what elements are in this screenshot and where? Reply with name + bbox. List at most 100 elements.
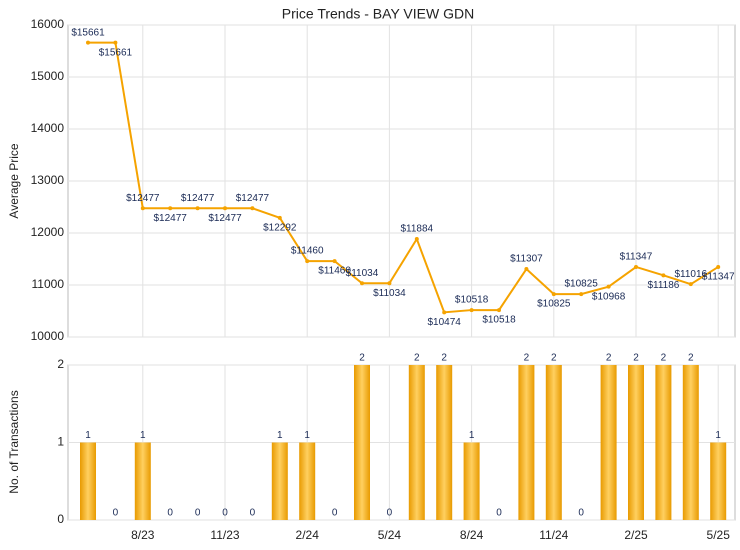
data-label: $12292 xyxy=(263,222,297,233)
point xyxy=(524,267,529,272)
data-label: 0 xyxy=(387,508,393,519)
data-label: 1 xyxy=(715,430,721,441)
y-axis-label: No. of Transactions xyxy=(7,390,21,493)
point xyxy=(551,292,556,297)
y-tick-label: 11000 xyxy=(32,277,65,291)
data-label: 0 xyxy=(222,508,228,519)
bar xyxy=(271,442,288,520)
y-tick-label: 16000 xyxy=(31,17,65,31)
data-label: 1 xyxy=(85,430,91,441)
bar xyxy=(628,365,644,520)
bar xyxy=(545,365,562,520)
point xyxy=(332,259,337,264)
data-label: 2 xyxy=(359,353,365,364)
bar xyxy=(518,365,535,520)
bar xyxy=(682,365,699,520)
bar xyxy=(436,365,453,520)
data-label: 2 xyxy=(551,353,557,364)
point xyxy=(661,273,666,278)
x-tick-label: 8/23 xyxy=(131,528,155,542)
y-tick-label: 2 xyxy=(57,357,64,371)
bar xyxy=(655,365,672,520)
x-tick-label: 11/23 xyxy=(210,528,239,542)
data-label: 0 xyxy=(332,508,338,519)
data-label: 1 xyxy=(140,430,146,441)
point xyxy=(86,40,90,45)
bar xyxy=(354,365,370,520)
point xyxy=(387,281,392,286)
data-label: 1 xyxy=(277,430,283,441)
data-label: $11034 xyxy=(346,268,379,279)
y-tick-label: 10000 xyxy=(31,329,65,343)
point xyxy=(634,264,638,269)
data-label: 2 xyxy=(441,353,447,364)
bar xyxy=(134,442,151,520)
data-label: $11884 xyxy=(400,224,433,235)
point xyxy=(716,264,721,269)
data-label: $15661 xyxy=(99,47,133,58)
bar xyxy=(463,442,480,520)
data-label: $10968 xyxy=(592,291,626,302)
data-label: 2 xyxy=(661,353,667,364)
y-tick-label: 13000 xyxy=(31,173,65,187)
data-label: $10825 xyxy=(565,279,599,290)
bar xyxy=(299,442,316,520)
point xyxy=(497,308,501,313)
data-label: $11016 xyxy=(674,269,707,280)
data-label: $11034 xyxy=(373,288,406,299)
point xyxy=(113,40,118,45)
data-label: $12477 xyxy=(181,193,215,204)
bar xyxy=(408,365,425,520)
point xyxy=(277,215,282,220)
data-label: 1 xyxy=(469,430,475,441)
data-label: $12477 xyxy=(126,193,160,204)
point xyxy=(469,308,474,313)
bar xyxy=(600,365,617,520)
data-label: 2 xyxy=(633,353,639,364)
point xyxy=(140,206,145,211)
y-tick-label: 1 xyxy=(57,435,64,449)
data-label: 2 xyxy=(414,353,420,364)
point xyxy=(688,282,693,287)
y-tick-label: 0 xyxy=(57,512,64,526)
x-tick-label: 2/25 xyxy=(624,528,648,542)
bar xyxy=(80,442,96,520)
data-label: $12477 xyxy=(154,213,188,224)
data-label: $15661 xyxy=(71,27,105,38)
data-label: 1 xyxy=(304,430,310,441)
y-tick-label: 15000 xyxy=(31,69,65,83)
x-tick-label: 5/25 xyxy=(707,528,731,542)
y-tick-label: 12000 xyxy=(31,225,65,239)
data-label: 0 xyxy=(578,508,584,519)
point xyxy=(195,206,200,211)
x-tick-label: 11/24 xyxy=(539,528,568,542)
data-label: $11347 xyxy=(620,252,653,263)
data-label: 2 xyxy=(688,353,694,364)
point xyxy=(360,281,364,286)
point xyxy=(606,284,611,289)
data-label: $10474 xyxy=(428,317,462,328)
data-label: $11307 xyxy=(510,254,543,265)
y-tick-label: 14000 xyxy=(31,121,65,135)
x-tick-label: 5/24 xyxy=(378,528,402,542)
price-line xyxy=(88,41,719,314)
data-label: $11460 xyxy=(291,246,324,257)
data-label: 2 xyxy=(524,353,530,364)
data-label: $11347 xyxy=(702,272,735,283)
data-label: $12477 xyxy=(208,213,242,224)
point xyxy=(223,206,227,211)
data-label: $11186 xyxy=(647,280,679,291)
data-label: 2 xyxy=(606,353,612,364)
data-label: 0 xyxy=(496,508,502,519)
chart-title: Price Trends - BAY VIEW GDN xyxy=(282,6,474,22)
data-label: 0 xyxy=(113,508,119,519)
data-label: $10518 xyxy=(455,295,489,306)
point xyxy=(414,237,419,242)
point xyxy=(250,206,255,211)
point xyxy=(579,292,584,297)
data-label: $10518 xyxy=(482,315,516,326)
data-label: 0 xyxy=(195,508,201,519)
point xyxy=(305,259,310,264)
point xyxy=(442,310,447,315)
